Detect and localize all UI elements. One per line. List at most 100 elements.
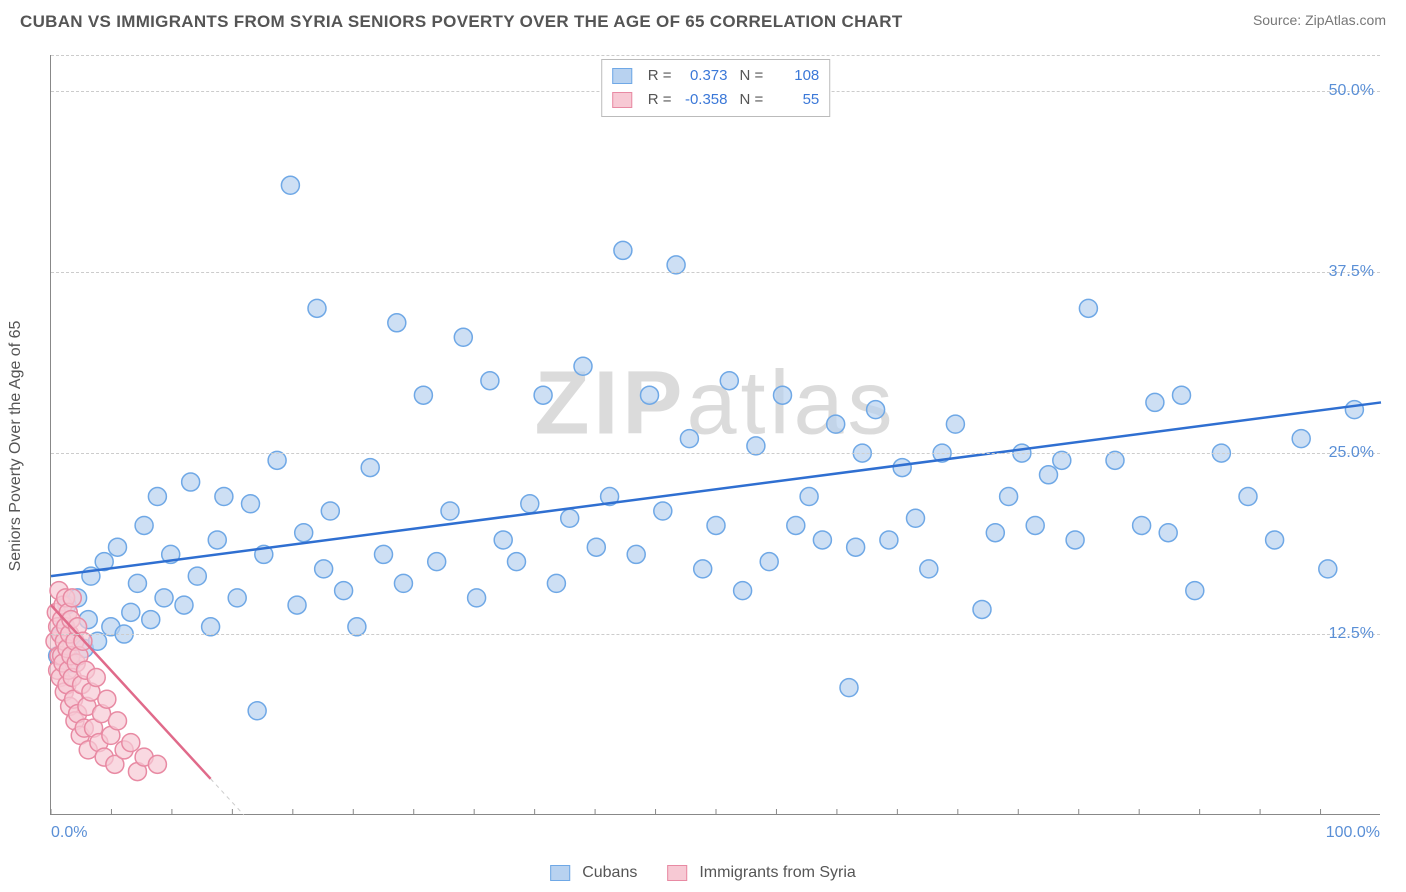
swatch-cubans: [612, 68, 632, 84]
data-point: [122, 734, 140, 752]
swatch-cubans-bottom: [550, 865, 570, 881]
y-tick-label: 12.5%: [1329, 625, 1374, 643]
data-point: [308, 299, 326, 317]
data-point: [494, 531, 512, 549]
legend-item-syria: Immigrants from Syria: [667, 864, 855, 882]
data-point: [208, 531, 226, 549]
data-point: [295, 524, 313, 542]
data-point: [1239, 488, 1257, 506]
data-point: [1146, 393, 1164, 411]
trend-extension: [211, 779, 244, 815]
data-point: [248, 702, 266, 720]
data-point: [228, 589, 246, 607]
data-point: [867, 401, 885, 419]
data-point: [481, 372, 499, 390]
data-point: [813, 531, 831, 549]
swatch-syria: [612, 92, 632, 108]
data-point: [986, 524, 1004, 542]
data-point: [680, 430, 698, 448]
data-point: [148, 488, 166, 506]
data-point: [521, 495, 539, 513]
y-axis-title: Seniors Poverty Over the Age of 65: [7, 321, 25, 572]
data-point: [720, 372, 738, 390]
swatch-syria-bottom: [667, 865, 687, 881]
legend-row-syria: R = -0.358 N = 55: [612, 88, 820, 112]
data-point: [87, 668, 105, 686]
data-point: [315, 560, 333, 578]
data-point: [1040, 466, 1058, 484]
data-point: [534, 386, 552, 404]
data-point: [361, 459, 379, 477]
data-point: [454, 328, 472, 346]
data-point: [587, 538, 605, 556]
data-point: [827, 415, 845, 433]
chart-title: CUBAN VS IMMIGRANTS FROM SYRIA SENIORS P…: [20, 12, 903, 32]
data-point: [1186, 582, 1204, 600]
gridline: [51, 55, 1380, 56]
data-point: [847, 538, 865, 556]
data-point: [1026, 516, 1044, 534]
data-point: [128, 574, 146, 592]
y-tick-label: 50.0%: [1329, 82, 1374, 100]
data-point: [388, 314, 406, 332]
data-point: [428, 553, 446, 571]
data-point: [109, 538, 127, 556]
data-point: [215, 488, 233, 506]
data-point: [547, 574, 565, 592]
data-point: [281, 176, 299, 194]
data-point: [148, 755, 166, 773]
data-point: [561, 509, 579, 527]
data-point: [920, 560, 938, 578]
data-point: [907, 509, 925, 527]
chart-plot-area: ZIPatlas R = 0.373 N = 108 R = -0.358 N …: [50, 55, 1380, 815]
y-tick-label: 25.0%: [1329, 444, 1374, 462]
legend-row-cubans: R = 0.373 N = 108: [612, 64, 820, 88]
header: CUBAN VS IMMIGRANTS FROM SYRIA SENIORS P…: [0, 0, 1406, 32]
data-point: [1079, 299, 1097, 317]
data-point: [288, 596, 306, 614]
data-point: [1345, 401, 1363, 419]
data-point: [880, 531, 898, 549]
trend-line: [51, 402, 1381, 576]
data-point: [508, 553, 526, 571]
data-point: [774, 386, 792, 404]
data-point: [840, 679, 858, 697]
data-point: [468, 589, 486, 607]
data-point: [175, 596, 193, 614]
data-point: [155, 589, 173, 607]
data-point: [242, 495, 260, 513]
legend-label: Cubans: [582, 864, 637, 882]
data-point: [1133, 516, 1151, 534]
data-point: [1173, 386, 1191, 404]
data-point: [63, 589, 81, 607]
data-point: [441, 502, 459, 520]
data-point: [973, 600, 991, 618]
data-point: [694, 560, 712, 578]
data-point: [641, 386, 659, 404]
data-point: [1159, 524, 1177, 542]
data-point: [760, 553, 778, 571]
data-point: [800, 488, 818, 506]
series-legend: Cubans Immigrants from Syria: [550, 864, 856, 882]
scatter-svg: [51, 55, 1380, 814]
data-point: [614, 241, 632, 259]
data-point: [946, 415, 964, 433]
x-tick-label: 100.0%: [1326, 824, 1380, 842]
y-tick-label: 37.5%: [1329, 263, 1374, 281]
source-attribution: Source: ZipAtlas.com: [1253, 12, 1386, 28]
legend-label: Immigrants from Syria: [699, 864, 855, 882]
data-point: [1319, 560, 1337, 578]
data-point: [1266, 531, 1284, 549]
data-point: [1292, 430, 1310, 448]
data-point: [627, 545, 645, 563]
gridline: [51, 634, 1380, 635]
data-point: [414, 386, 432, 404]
data-point: [574, 357, 592, 375]
data-point: [734, 582, 752, 600]
data-point: [122, 603, 140, 621]
data-point: [135, 516, 153, 534]
correlation-legend: R = 0.373 N = 108 R = -0.358 N = 55: [601, 59, 831, 117]
data-point: [109, 712, 127, 730]
data-point: [188, 567, 206, 585]
gridline: [51, 453, 1380, 454]
